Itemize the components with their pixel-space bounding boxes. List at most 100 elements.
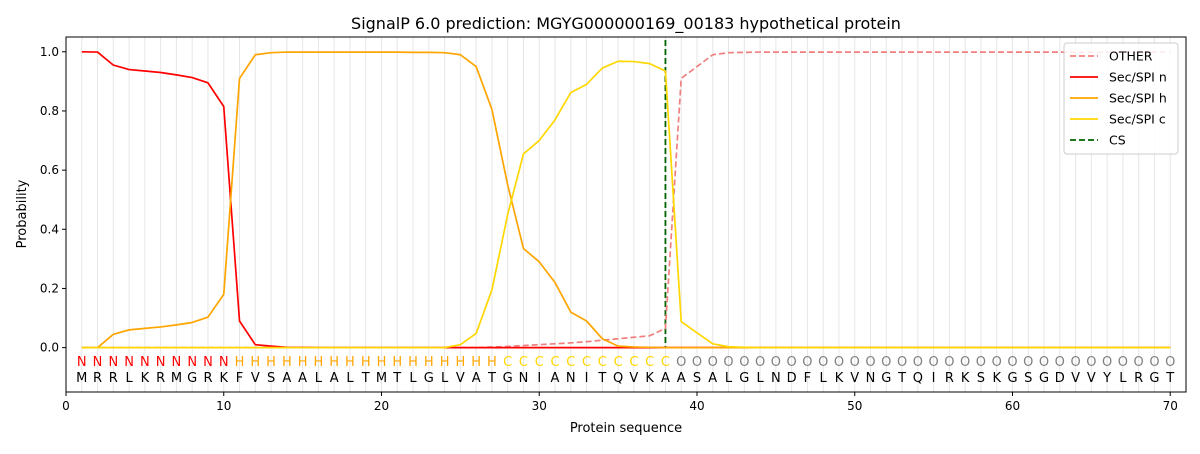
y-tick-label: 0.0	[40, 341, 59, 355]
residue-label: L	[1119, 371, 1127, 386]
x-tick-label: 20	[374, 399, 389, 413]
chart-title: SignalP 6.0 prediction: MGYG000000169_00…	[351, 14, 901, 34]
region-label: H	[329, 355, 339, 370]
x-tick-label: 0	[62, 399, 70, 413]
region-label: O	[692, 355, 702, 370]
legend-box	[1063, 42, 1179, 155]
residue-label: L	[409, 371, 417, 386]
x-tick-label: 30	[532, 399, 547, 413]
y-axis-label: Probability	[15, 179, 30, 248]
residue-label: Q	[913, 371, 923, 386]
residue-label: L	[346, 371, 354, 386]
residue-label: L	[820, 371, 828, 386]
residue-label: A	[708, 371, 717, 386]
residue-label: G	[503, 371, 513, 386]
residue-label: G	[881, 371, 891, 386]
x-tick-label: 70	[1163, 399, 1178, 413]
x-tick-label: 60	[1005, 399, 1020, 413]
region-label: O	[913, 355, 923, 370]
residue-label: T	[392, 371, 401, 386]
residue-label: G	[1149, 371, 1159, 386]
region-label: H	[440, 355, 450, 370]
region-label: O	[1165, 355, 1175, 370]
region-label: N	[140, 355, 150, 370]
region-label: O	[1055, 355, 1065, 370]
region-label: H	[471, 355, 481, 370]
region-label: H	[408, 355, 418, 370]
residue-label: T	[487, 371, 496, 386]
region-label: C	[550, 355, 559, 370]
residue-label: K	[961, 371, 970, 386]
residue-label: G	[1039, 371, 1049, 386]
region-label: N	[93, 355, 103, 370]
residue-label: L	[756, 371, 764, 386]
region-label: O	[771, 355, 781, 370]
region-label: O	[850, 355, 860, 370]
residue-label: M	[376, 371, 387, 386]
x-tick-label: 10	[216, 399, 231, 413]
region-label: N	[187, 355, 197, 370]
region-label: O	[1007, 355, 1017, 370]
region-label: N	[108, 355, 118, 370]
region-label: C	[582, 355, 591, 370]
legend-label: OTHER	[1109, 49, 1153, 64]
residue-label: K	[645, 371, 654, 386]
y-tick-label: 0.6	[40, 163, 59, 177]
residue-label: T	[361, 371, 370, 386]
region-label: H	[361, 355, 371, 370]
region-label: O	[755, 355, 765, 370]
region-label: C	[629, 355, 638, 370]
residue-label: A	[282, 371, 291, 386]
residue-label: G	[187, 371, 197, 386]
residue-label: I	[585, 371, 589, 386]
residue-label: F	[804, 371, 811, 386]
legend-label: Sec/SPI c	[1109, 112, 1166, 127]
region-label: O	[834, 355, 844, 370]
region-label: O	[928, 355, 938, 370]
residue-label: A	[551, 371, 560, 386]
residue-label: K	[219, 371, 228, 386]
residue-label: I	[932, 371, 936, 386]
region-label: O	[1118, 355, 1128, 370]
residue-label: N	[771, 371, 781, 386]
region-label: O	[739, 355, 749, 370]
region-label: N	[124, 355, 134, 370]
residue-label: R	[945, 371, 954, 386]
region-label: H	[424, 355, 434, 370]
residue-label: V	[1087, 371, 1096, 386]
residue-label: L	[441, 371, 449, 386]
x-tick-label: 50	[847, 399, 862, 413]
residue-label: V	[629, 371, 638, 386]
region-label: O	[787, 355, 797, 370]
sequence-layer: NMNRNRNLNKNRNMNGNRNKHFHVHSHAHAHLHAHLHTHM…	[76, 355, 1175, 386]
residue-label: R	[1134, 371, 1143, 386]
residue-label: I	[537, 371, 541, 386]
region-label: O	[992, 355, 1002, 370]
region-label: H	[235, 355, 245, 370]
residue-label: V	[850, 371, 859, 386]
region-label: O	[1102, 355, 1112, 370]
region-label: O	[944, 355, 954, 370]
region-label: O	[723, 355, 733, 370]
residue-label: N	[566, 371, 576, 386]
legend-label: Sec/SPI n	[1109, 70, 1167, 85]
residue-label: K	[992, 371, 1001, 386]
y-tick-label: 0.4	[40, 222, 59, 236]
x-axis-ticks: 0 10 20 30 40 50 60 70	[62, 392, 1178, 413]
region-label: O	[960, 355, 970, 370]
region-label: C	[535, 355, 544, 370]
series-layer	[81, 50, 1171, 349]
region-label: H	[250, 355, 260, 370]
residue-label: N	[866, 371, 876, 386]
y-axis-ticks: 0.0 0.2 0.4 0.6 0.8 1.0	[40, 45, 66, 355]
legend: OTHER Sec/SPI n Sec/SPI h Sec/SPI c CS	[1063, 42, 1179, 155]
region-label: O	[1134, 355, 1144, 370]
residue-label: F	[236, 371, 243, 386]
region-label: O	[1070, 355, 1080, 370]
residue-label: A	[472, 371, 481, 386]
residue-label: A	[677, 371, 686, 386]
y-tick-label: 0.8	[40, 104, 59, 118]
region-label: N	[77, 355, 87, 370]
plot-frame	[65, 36, 1187, 393]
